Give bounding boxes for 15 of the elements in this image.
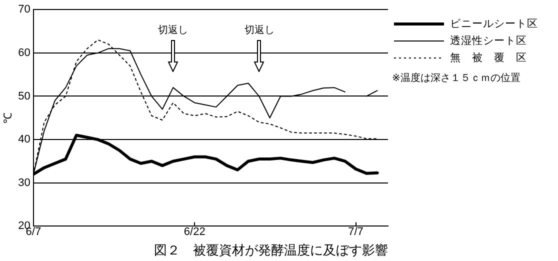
legend-label: 透湿性シート区 — [450, 34, 527, 48]
y-tick-label: 30 — [18, 176, 30, 189]
y-tick-label: 60 — [18, 46, 30, 59]
y-tick-label: 40 — [18, 134, 30, 146]
x-tick-label: 6/22 — [184, 226, 206, 238]
text: ※温度は深さ１５ｃｍの位置 — [392, 72, 520, 85]
legend-label: 無 被 覆 区 — [450, 51, 527, 66]
annotation: 切返し — [158, 24, 188, 36]
x-tick-label: 7/7 — [348, 226, 364, 238]
y-tick-label: 50 — [18, 90, 30, 102]
text: 図２ 被覆資材が発酵温度に及ぼす影響 — [154, 242, 388, 259]
y-tick-label: 70 — [18, 4, 30, 16]
y-axis-title: ℃ — [2, 112, 15, 124]
annotation: 切返し — [244, 24, 274, 36]
legend-label: ビニールシート区 — [450, 17, 538, 32]
